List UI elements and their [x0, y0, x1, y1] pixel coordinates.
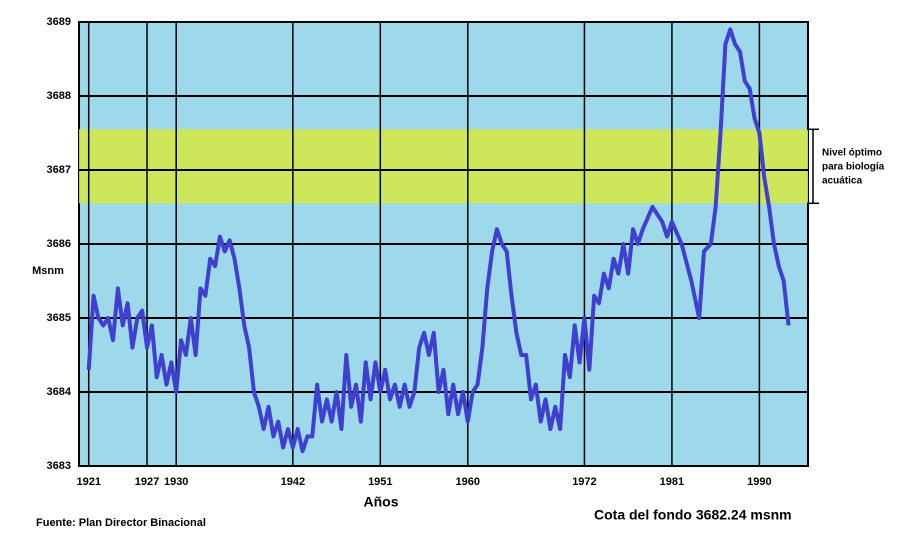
- x-axis-label: Años: [364, 494, 399, 510]
- x-tick-label: 1990: [747, 476, 771, 488]
- y-tick-label: 3686: [47, 238, 71, 250]
- x-tick-label: 1960: [456, 476, 480, 488]
- band-label: acuática: [822, 176, 862, 187]
- y-tick-label: 3685: [47, 312, 71, 324]
- optimal-band: [79, 129, 808, 204]
- x-tick-label: 1942: [281, 476, 305, 488]
- x-tick-label: 1921: [76, 476, 100, 488]
- y-tick-label: 3689: [47, 16, 71, 28]
- y-tick-label: 3687: [47, 164, 71, 176]
- note: Cota del fondo 3682.24 msnm: [594, 507, 792, 523]
- band-label: para biología: [822, 162, 885, 173]
- x-tick-label: 1927: [135, 476, 159, 488]
- band-label: Nivel óptimo: [822, 148, 882, 159]
- x-tick-label: 1981: [660, 476, 684, 488]
- y-tick-label: 3683: [47, 460, 71, 472]
- x-tick-label: 1972: [572, 476, 596, 488]
- y-axis-label: Msnm: [32, 265, 64, 277]
- x-tick-label: 1951: [368, 476, 392, 488]
- y-tick-label: 3684: [47, 386, 72, 398]
- x-tick-label: 1930: [164, 476, 188, 488]
- data-line: [86, 27, 791, 454]
- source: Fuente: Plan Director Binacional: [36, 517, 206, 529]
- y-tick-label: 3688: [47, 90, 71, 102]
